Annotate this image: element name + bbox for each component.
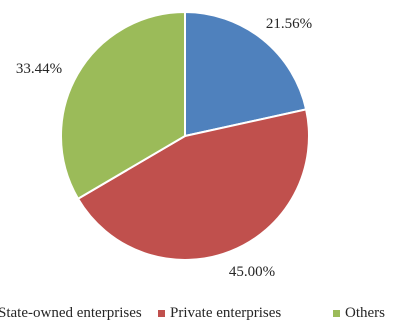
legend-item-others: Others [333,302,385,324]
pie-slice-private [76,108,310,261]
pie-slice-others [60,10,186,201]
legend-swatch-others [333,309,340,317]
legend-item-private: Private enterprises [158,302,281,324]
legend-swatch-private [158,309,165,317]
legend-label-others: Others [345,305,385,321]
pie-slice-state-owned [184,10,308,138]
legend-label-state-owned: State-owned enterprises [0,305,142,321]
legend-item-state-owned: State-owned enterprises [0,302,142,324]
data-label-others: 33.44% [16,61,62,77]
pie-slices [60,10,310,261]
data-label-private: 45.00% [229,264,275,280]
chart-legend: State-owned enterprises Private enterpri… [0,302,398,324]
legend-label-private: Private enterprises [170,305,282,321]
data-label-state-owned: 21.56% [266,16,312,32]
